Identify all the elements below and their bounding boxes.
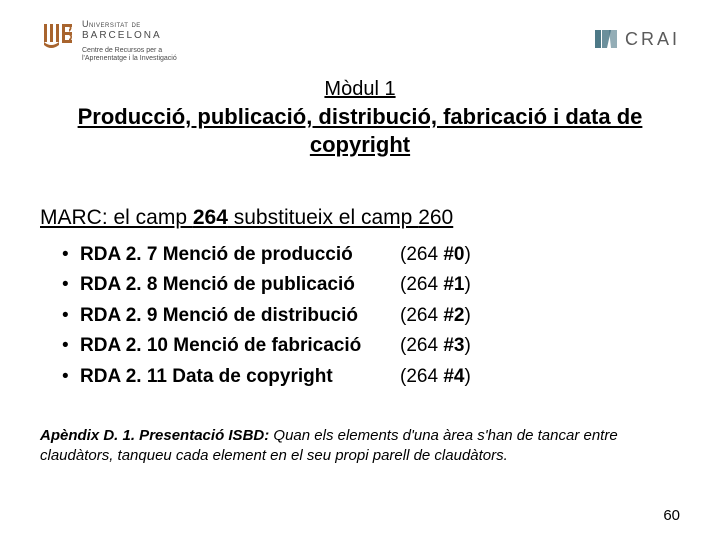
ub-logo-text-block: Universitat de BARCELONA Centre de Recur… [82,18,177,64]
marc-bold1: 264 [193,206,228,229]
bullet-icon: • [62,301,80,331]
bullet-icon: • [62,240,80,270]
ub-sub1: Centre de Recursos per a [82,47,177,55]
module-label: Mòdul 1 [40,78,680,101]
appendix-note: Apèndix D. 1. Presentació ISBD: Quan els… [40,426,680,467]
crai-logo-mark [593,26,619,52]
ub-sub2: l'Aprenentatge i la Investigació [82,55,177,63]
ub-line2: BARCELONA [82,30,177,41]
list-item: • RDA 2. 10 Menció de fabricació (264 #3… [62,331,680,361]
marc-prefix: MARC: el camp [40,206,193,229]
item-label: RDA 2. 7 Menció de producció [80,240,400,270]
marc-mid: substitueix el camp [228,206,418,229]
item-code: (264 #1) [400,270,471,300]
list-item: • RDA 2. 7 Menció de producció (264 #0) [62,240,680,270]
page-number: 60 [663,507,680,524]
marc-heading: MARC: el camp 264 substitueix el camp 26… [40,206,680,230]
item-label: RDA 2. 9 Menció de distribució [80,301,400,331]
item-label: RDA 2. 8 Menció de publicació [80,270,400,300]
crai-text: CRAI [625,29,680,50]
item-label: RDA 2. 11 Data de copyright [80,362,400,392]
item-code: (264 #3) [400,331,471,361]
bullet-icon: • [62,331,80,361]
bullet-icon: • [62,362,80,392]
page-title: Producció, publicació, distribució, fabr… [40,103,680,158]
header: Universitat de BARCELONA Centre de Recur… [40,18,680,76]
ub-logo-mark [40,18,76,54]
list-item: • RDA 2. 9 Menció de distribució (264 #2… [62,301,680,331]
item-code: (264 #0) [400,240,471,270]
ub-logo: Universitat de BARCELONA Centre de Recur… [40,18,177,64]
list-item: • RDA 2. 8 Menció de publicació (264 #1) [62,270,680,300]
marc-list: • RDA 2. 7 Menció de producció (264 #0) … [40,240,680,392]
bullet-icon: • [62,270,80,300]
item-code: (264 #2) [400,301,471,331]
item-label: RDA 2. 10 Menció de fabricació [80,331,400,361]
ub-line1: Universitat de [82,20,177,30]
item-code: (264 #4) [400,362,471,392]
crai-logo: CRAI [593,18,680,52]
marc-suffix: 260 [418,206,453,229]
list-item: • RDA 2. 11 Data de copyright (264 #4) [62,362,680,392]
appendix-bold: Apèndix D. 1. Presentació ISBD: [40,427,273,444]
